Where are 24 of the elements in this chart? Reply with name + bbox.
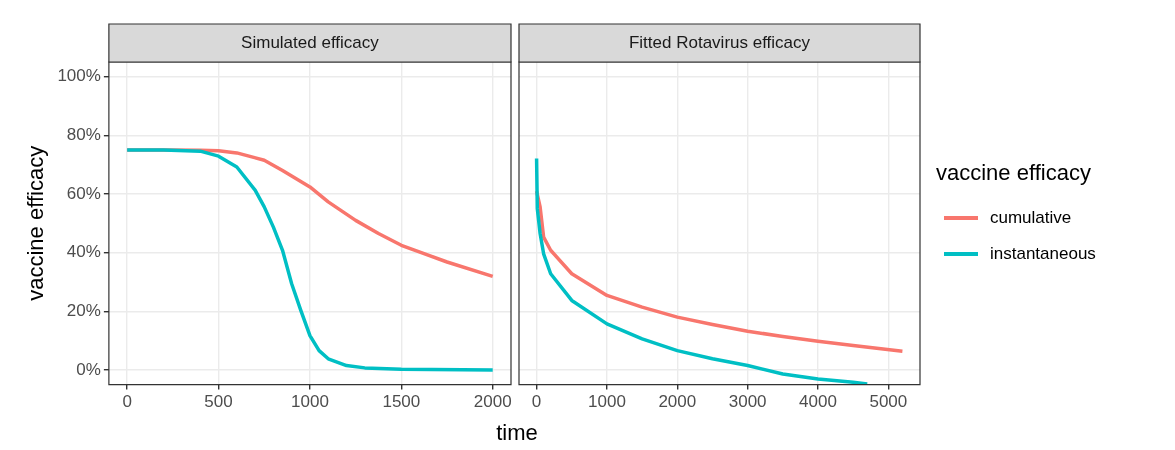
y-tick-label: 40% [66,242,101,262]
legend-label: instantaneous [990,244,1096,264]
y-tick-label: 100% [57,66,101,86]
x-tick-label: 5000 [869,392,908,412]
y-tick-label: 20% [66,300,101,320]
chart-title: Fitted Rotavirus efficacy [628,32,811,52]
x-tick-label: 1000 [291,392,329,412]
x-tick-label: 2000 [473,392,512,412]
x-tick-label: 1000 [588,392,626,412]
y-tick-label: 60% [66,183,101,203]
legend-title: vaccine efficacy [936,160,1092,186]
y-axis-title: vaccine efficacy [23,145,49,301]
chart-title: Simulated efficacy [241,32,380,52]
x-tick-label: 1500 [382,392,421,412]
x-axis-title: time [495,420,539,446]
x-tick-label: 4000 [799,392,837,412]
x-tick-label: 500 [204,392,233,412]
x-tick-label: 0 [122,392,132,412]
legend-label: cumulative [990,208,1072,228]
x-tick-label: 2000 [658,392,697,412]
x-tick-label: 3000 [728,392,767,412]
y-tick-label: 0% [76,359,101,379]
x-tick-label: 0 [531,392,542,412]
y-tick-label: 80% [66,125,101,145]
